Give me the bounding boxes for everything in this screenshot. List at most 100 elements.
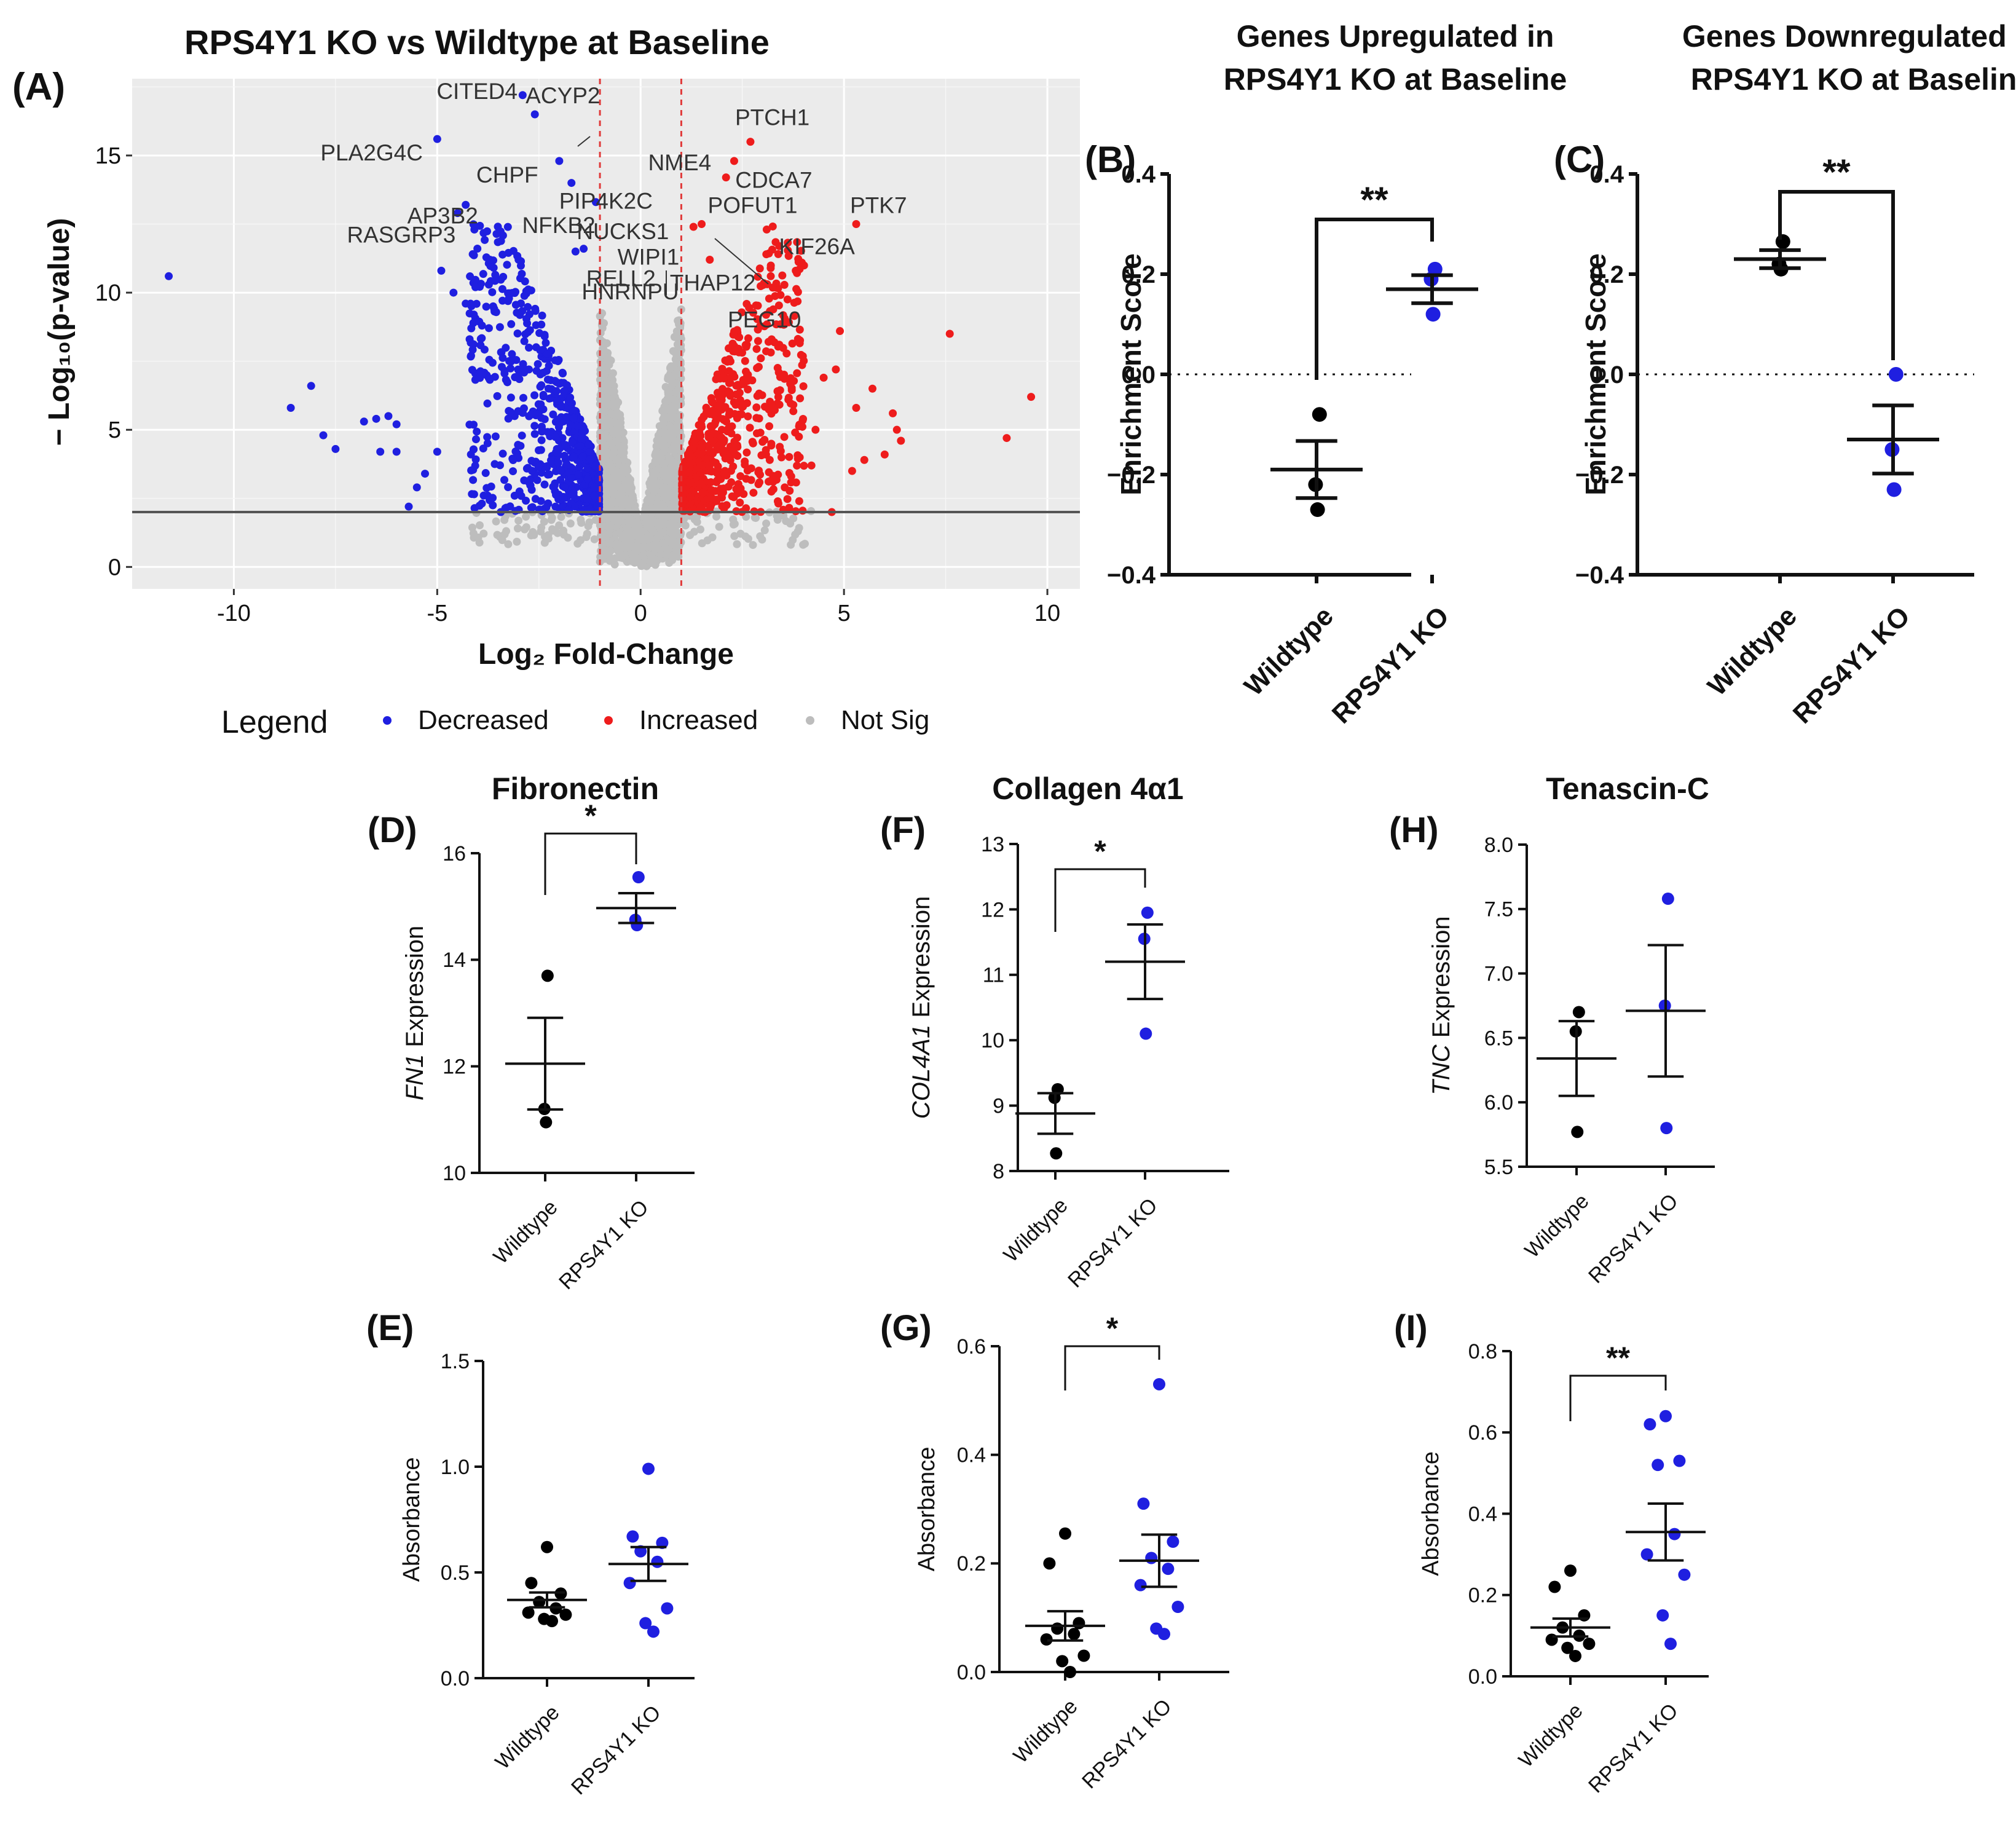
decreased-point: [404, 502, 413, 511]
increased-point: [784, 239, 792, 247]
notsig-point: [667, 523, 676, 532]
panel-title: RPS4Y1 KO at Baseline: [1691, 62, 2016, 97]
decreased-point: [504, 414, 513, 423]
notsig-point: [660, 471, 668, 480]
y-tick-label: 0.4: [1589, 161, 1624, 188]
data-point: [1140, 1027, 1152, 1040]
increased-point: [754, 272, 762, 281]
decreased-point: [495, 323, 504, 331]
x-category-label: Wildtype: [1238, 601, 1339, 701]
increased-point: [780, 320, 789, 329]
y-tick-label: 8.0: [1484, 834, 1513, 857]
decreased-point: [586, 455, 594, 463]
decreased-point: [472, 299, 481, 308]
panel-label: (C): [1554, 139, 1605, 180]
increased-point: [732, 484, 741, 493]
decreased-point: [486, 262, 495, 270]
notsig-point: [540, 518, 548, 526]
notsig-point: [648, 479, 656, 487]
decreased-point: [465, 420, 474, 429]
decreased-point: [521, 330, 530, 339]
x-tick-label: 5: [838, 601, 851, 626]
decreased-point: [498, 285, 506, 293]
decreased-point: [556, 476, 565, 484]
gene-labels: CITED4 ACYP2 PLA2G4C CHPF PIP4K2C AP3B2 NFKB2 R…: [320, 79, 907, 333]
decreased-point: [556, 419, 564, 427]
increased-point: [741, 341, 750, 349]
notsig-point: [648, 503, 656, 512]
gene-label: CITED4: [436, 79, 518, 104]
increased-point: [793, 297, 802, 306]
legend-title: Legend: [221, 704, 328, 740]
notsig-point: [646, 523, 655, 532]
increased-point: [707, 467, 716, 475]
y-axis-label: COL4A1 Expression: [908, 896, 935, 1119]
data-point: [1660, 1122, 1673, 1135]
increased-point: [795, 339, 804, 347]
data-point: [1059, 1527, 1071, 1540]
increased-point: [687, 459, 695, 467]
decreased-point: [478, 321, 486, 330]
gene-label: CDCA7: [735, 168, 812, 193]
decreased-point: [488, 288, 497, 296]
decreased-point: [433, 135, 441, 143]
decreased-point: [514, 441, 522, 449]
data-point: [1077, 1649, 1090, 1662]
notsig-point: [789, 514, 798, 523]
decreased-point: [488, 358, 497, 367]
decreased-point: [530, 391, 539, 400]
decreased-point: [554, 449, 562, 457]
increased-point: [744, 412, 752, 420]
increased-point: [731, 398, 739, 407]
increased-point: [768, 222, 777, 231]
notsig-point: [663, 513, 671, 521]
y-tick-label: 14: [443, 948, 466, 972]
y-tick-label: 15: [95, 143, 121, 169]
panel-title: Genes Upregulated in: [1237, 19, 1554, 53]
notsig-point: [674, 401, 682, 409]
data-point: [661, 1602, 674, 1615]
increased-point: [795, 432, 803, 441]
increased-point: [749, 309, 757, 317]
increased-point: [778, 271, 787, 280]
decreased-point: [591, 198, 600, 207]
y-tick-label: 1.0: [441, 1456, 470, 1479]
decreased-point: [483, 399, 492, 408]
increased-point: [725, 411, 733, 419]
increased-point: [728, 339, 737, 348]
decreased-point: [476, 367, 485, 376]
decreased-point: [534, 463, 543, 471]
significance-bracket: [1569, 1374, 1667, 1421]
decreased-point: [498, 250, 507, 259]
decreased-point: [514, 365, 522, 374]
notsig-point: [600, 408, 609, 416]
x-category-label: RPS4Y1 KO: [1077, 1695, 1176, 1794]
increased-point: [754, 468, 763, 476]
decreased-point: [493, 392, 502, 400]
increased-point: [754, 363, 763, 371]
y-tick-label: 0: [108, 554, 121, 580]
notsig-point: [577, 515, 585, 524]
decreased-point: [482, 484, 491, 492]
decreased-point: [543, 470, 552, 479]
absorbance-tenascin-plot: (I) 0.8 0.6 0.4 0.2 0.0 Absorbance WildtypeRPS4…: [1394, 1308, 1709, 1797]
increased-point: [762, 225, 771, 234]
y-tick-label: 1.5: [441, 1350, 470, 1373]
y-axis-label-gene: FN1: [401, 1054, 428, 1101]
increased-point: [718, 365, 726, 373]
increased-point: [714, 401, 722, 409]
notsig-point: [638, 552, 647, 561]
increased-point: [868, 384, 876, 393]
decreased-point: [462, 299, 470, 308]
notsig-point: [607, 546, 615, 555]
decreased-point: [526, 481, 535, 489]
decreased-point: [467, 352, 475, 360]
increased-point: [769, 478, 778, 486]
notsig-point: [557, 513, 565, 521]
increased-point: [724, 424, 733, 433]
significance-marker: **: [1360, 180, 1388, 220]
y-tick-label: 9: [993, 1095, 1004, 1118]
increased-point: [729, 330, 738, 339]
legend-swatch: [604, 716, 613, 725]
decreased-point: [566, 393, 575, 402]
